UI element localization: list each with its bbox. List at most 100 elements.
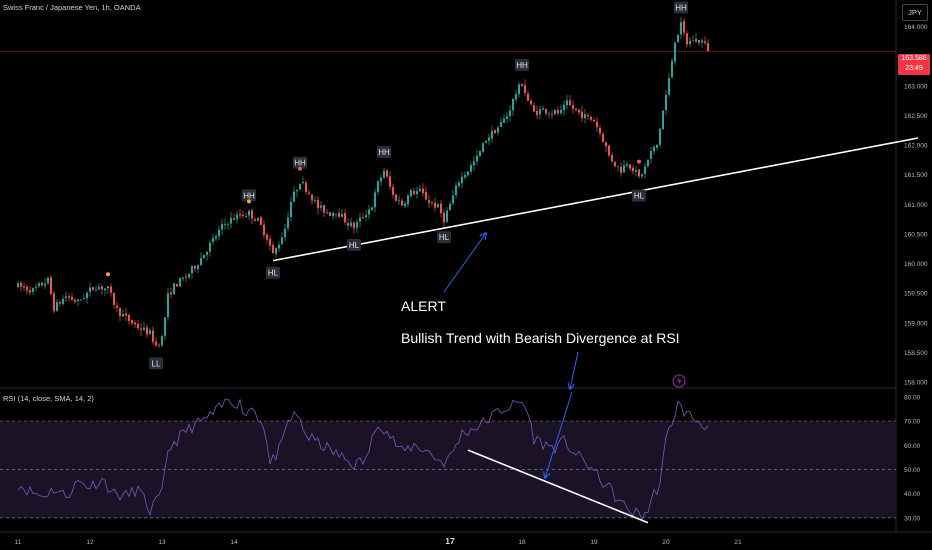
candle[interactable] bbox=[155, 337, 157, 348]
candle[interactable] bbox=[602, 131, 604, 143]
candle[interactable] bbox=[479, 150, 481, 158]
candle[interactable] bbox=[170, 287, 172, 299]
candle[interactable] bbox=[233, 213, 235, 221]
candle[interactable] bbox=[632, 164, 634, 176]
candle[interactable] bbox=[434, 197, 436, 212]
candle[interactable] bbox=[218, 225, 220, 241]
alert-arrow[interactable] bbox=[443, 233, 486, 293]
candle[interactable] bbox=[230, 212, 232, 229]
candle[interactable] bbox=[341, 209, 343, 218]
candle[interactable] bbox=[506, 111, 508, 124]
candle[interactable] bbox=[566, 94, 568, 110]
alert-annotation[interactable]: ALERT bbox=[401, 298, 446, 314]
candle[interactable] bbox=[527, 90, 529, 101]
candle[interactable] bbox=[671, 58, 673, 78]
candle[interactable] bbox=[518, 81, 520, 98]
candle[interactable] bbox=[338, 208, 340, 219]
candle[interactable] bbox=[455, 182, 457, 199]
candle[interactable] bbox=[401, 198, 403, 207]
candle[interactable] bbox=[461, 172, 463, 189]
pattern-label-hh[interactable]: HH bbox=[515, 58, 529, 71]
lightning-icon[interactable] bbox=[672, 374, 686, 388]
candle[interactable] bbox=[59, 300, 61, 307]
candle[interactable] bbox=[209, 240, 211, 257]
candle[interactable] bbox=[53, 291, 55, 314]
candle[interactable] bbox=[614, 161, 616, 168]
candle[interactable] bbox=[383, 167, 385, 180]
candle[interactable] bbox=[125, 307, 127, 322]
candle[interactable] bbox=[704, 36, 706, 46]
candle[interactable] bbox=[143, 322, 145, 331]
candle[interactable] bbox=[668, 73, 670, 97]
candle[interactable] bbox=[569, 94, 571, 107]
candle[interactable] bbox=[68, 293, 70, 302]
pattern-label-hh[interactable]: HH bbox=[293, 156, 307, 169]
candle[interactable] bbox=[29, 286, 31, 296]
candle[interactable] bbox=[512, 97, 514, 116]
pattern-label-hh[interactable]: HH bbox=[377, 146, 391, 159]
candle[interactable] bbox=[260, 216, 262, 226]
candle[interactable] bbox=[164, 316, 166, 341]
candle[interactable] bbox=[452, 189, 454, 206]
candle[interactable] bbox=[89, 282, 91, 298]
candle[interactable] bbox=[386, 168, 388, 179]
candle[interactable] bbox=[335, 213, 337, 219]
candle[interactable] bbox=[269, 235, 271, 251]
candle[interactable] bbox=[659, 127, 661, 148]
candle[interactable] bbox=[674, 42, 676, 65]
candle[interactable] bbox=[212, 234, 214, 246]
candle[interactable] bbox=[692, 35, 694, 42]
candle[interactable] bbox=[137, 319, 139, 331]
candle[interactable] bbox=[71, 292, 73, 302]
candle[interactable] bbox=[188, 273, 190, 279]
candle[interactable] bbox=[587, 112, 589, 121]
candle[interactable] bbox=[77, 298, 79, 307]
candle[interactable] bbox=[368, 204, 370, 220]
candle[interactable] bbox=[554, 108, 556, 116]
candle[interactable] bbox=[185, 272, 187, 282]
candle[interactable] bbox=[299, 183, 301, 191]
candle[interactable] bbox=[113, 291, 115, 309]
pattern-label-hh[interactable]: HH bbox=[242, 189, 256, 202]
candle[interactable] bbox=[317, 196, 319, 214]
candle[interactable] bbox=[281, 231, 283, 245]
candle[interactable] bbox=[608, 144, 610, 158]
candle[interactable] bbox=[428, 195, 430, 209]
candle[interactable] bbox=[509, 104, 511, 122]
candle[interactable] bbox=[389, 170, 391, 190]
candle[interactable] bbox=[320, 201, 322, 212]
candle[interactable] bbox=[173, 283, 175, 295]
candle[interactable] bbox=[197, 263, 199, 274]
rsi-pane[interactable] bbox=[0, 398, 896, 521]
candle[interactable] bbox=[680, 16, 682, 40]
candle[interactable] bbox=[308, 189, 310, 196]
candle[interactable] bbox=[80, 298, 82, 301]
candle[interactable] bbox=[497, 125, 499, 136]
candle[interactable] bbox=[443, 208, 445, 229]
candle[interactable] bbox=[392, 183, 394, 199]
candle[interactable] bbox=[128, 313, 130, 326]
candle[interactable] bbox=[35, 283, 37, 291]
candle[interactable] bbox=[698, 39, 700, 46]
candle[interactable] bbox=[254, 217, 256, 222]
candle[interactable] bbox=[17, 281, 19, 289]
candle[interactable] bbox=[371, 206, 373, 211]
candle[interactable] bbox=[248, 208, 250, 220]
candle[interactable] bbox=[257, 217, 259, 222]
candle[interactable] bbox=[32, 287, 34, 295]
candle[interactable] bbox=[224, 218, 226, 231]
candle[interactable] bbox=[332, 211, 334, 220]
candle[interactable] bbox=[530, 98, 532, 106]
candle[interactable] bbox=[575, 108, 577, 112]
candle[interactable] bbox=[353, 221, 355, 234]
candle[interactable] bbox=[446, 207, 448, 224]
candle[interactable] bbox=[488, 133, 490, 146]
candle[interactable] bbox=[92, 286, 94, 292]
candle[interactable] bbox=[206, 250, 208, 261]
candle[interactable] bbox=[152, 326, 154, 345]
candle[interactable] bbox=[557, 106, 559, 116]
rsi-arrow-upper[interactable] bbox=[570, 351, 579, 389]
candle[interactable] bbox=[263, 219, 265, 239]
candle[interactable] bbox=[131, 318, 133, 326]
candle[interactable] bbox=[26, 284, 28, 295]
